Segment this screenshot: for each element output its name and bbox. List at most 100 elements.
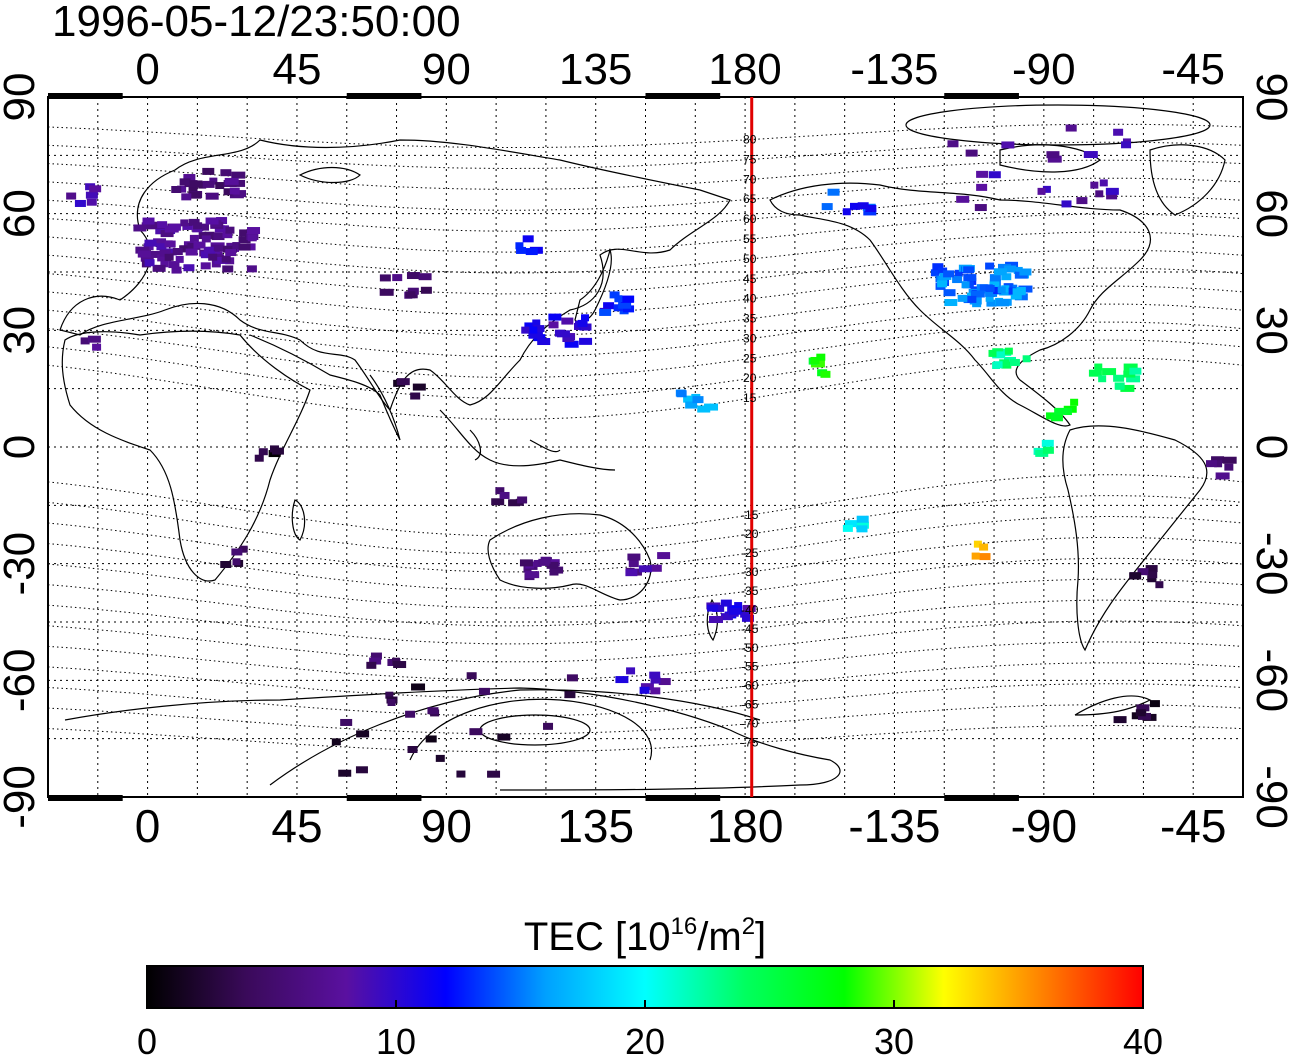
tec-point <box>214 256 228 264</box>
tec-point <box>740 610 751 618</box>
tec-point <box>649 564 662 572</box>
tec-point <box>427 707 439 715</box>
tec-point <box>614 295 623 303</box>
tec-point <box>164 253 174 261</box>
tec-point <box>222 265 234 273</box>
colorbar-label: TEC [1016/m2] <box>524 913 766 959</box>
tec-point <box>707 604 719 612</box>
mlat-contour <box>48 599 1243 645</box>
tec-point <box>623 305 635 313</box>
tec-point <box>963 266 975 274</box>
mlat-label: -75 <box>741 736 759 750</box>
tec-point <box>221 255 231 263</box>
tec-point <box>1094 363 1103 371</box>
tec-point <box>556 330 570 338</box>
tec-point <box>1005 261 1019 269</box>
tec-point <box>420 286 432 294</box>
tec-point <box>712 604 725 612</box>
mlat-label: 15 <box>743 391 757 405</box>
tec-point <box>561 317 574 325</box>
tec-point <box>188 191 202 199</box>
tec-point <box>522 235 534 243</box>
mlat-label: 45 <box>743 272 757 286</box>
tec-point <box>168 261 180 269</box>
mlat-label: 30 <box>743 331 757 345</box>
mlat-label: -20 <box>741 527 759 541</box>
tec-point <box>202 167 215 175</box>
tec-point <box>225 249 237 257</box>
tec-point <box>208 253 218 261</box>
tec-point <box>1013 266 1023 274</box>
tec-point <box>411 683 426 691</box>
tec-point <box>141 222 156 230</box>
tec-point <box>213 232 223 240</box>
tec-point <box>976 183 988 191</box>
tec-point <box>1042 185 1051 193</box>
tec-point <box>988 171 1001 179</box>
colorbar-tick-label: 40 <box>1123 1021 1163 1057</box>
axis-bar-segment <box>346 93 422 99</box>
tec-point <box>1022 355 1031 363</box>
tec-point <box>177 185 187 193</box>
tec-point <box>577 319 588 327</box>
tec-point <box>171 266 182 274</box>
tec-point <box>183 264 195 272</box>
tec-point <box>407 287 419 295</box>
tec-point <box>1004 347 1013 355</box>
tec-point <box>231 171 246 179</box>
tec-point <box>1123 363 1138 371</box>
tec-point <box>205 192 219 200</box>
tec-point <box>189 234 199 242</box>
tec-point <box>548 321 559 329</box>
tec-point <box>517 496 528 504</box>
longitude-ticks-top: 0 45 90 135 180 -135 -90 -45 <box>135 45 1225 94</box>
lat-tick-right: -30 <box>1247 532 1292 596</box>
tec-point <box>247 234 257 242</box>
tec-point <box>957 294 970 302</box>
tec-point <box>1205 460 1217 468</box>
tec-point <box>995 299 1009 307</box>
tec-point <box>478 687 490 695</box>
tec-point <box>564 340 579 348</box>
tec-point <box>1004 265 1017 273</box>
tec-point <box>1148 571 1158 579</box>
mlat-label: 65 <box>743 192 757 206</box>
tec-point <box>418 273 432 281</box>
mlat-label: 75 <box>743 152 757 166</box>
tec-point <box>168 223 181 231</box>
tec-point <box>932 263 944 271</box>
tec-point <box>180 219 189 227</box>
tec-point <box>683 395 695 403</box>
tec-point <box>999 359 1010 367</box>
tec-point <box>425 735 437 743</box>
latitude-ticks-right: 90 60 30 0 -30 -60 -90 <box>1247 73 1292 829</box>
tec-point <box>865 205 877 213</box>
tec-point <box>979 543 989 551</box>
mlat-label: -45 <box>741 622 759 636</box>
tec-point <box>508 499 521 507</box>
tec-point <box>1061 200 1072 208</box>
tec-point <box>200 251 215 259</box>
tec-point <box>1009 358 1020 366</box>
lat-tick-left: -60 <box>0 649 44 713</box>
lon-tick-top: 180 <box>708 45 781 94</box>
lon-tick-bottom: 135 <box>557 800 634 852</box>
axis-bar-segment <box>346 795 422 801</box>
tec-point <box>657 552 671 560</box>
tec-point <box>405 710 416 718</box>
lon-tick-top: -45 <box>1161 45 1225 94</box>
tec-point <box>338 769 352 777</box>
tec-point <box>157 254 172 262</box>
tec-point <box>234 190 247 198</box>
mlat-contour <box>48 249 1243 295</box>
tec-point <box>1063 408 1072 416</box>
tec-observation-points <box>66 124 1237 778</box>
tec-point <box>1001 273 1012 281</box>
mlat-label: -65 <box>741 698 759 712</box>
tec-point <box>855 521 869 529</box>
tec-point <box>1214 460 1223 468</box>
tec-point <box>720 599 732 607</box>
tec-point <box>729 607 742 615</box>
tec-point <box>497 733 511 741</box>
tec-point <box>961 281 970 289</box>
